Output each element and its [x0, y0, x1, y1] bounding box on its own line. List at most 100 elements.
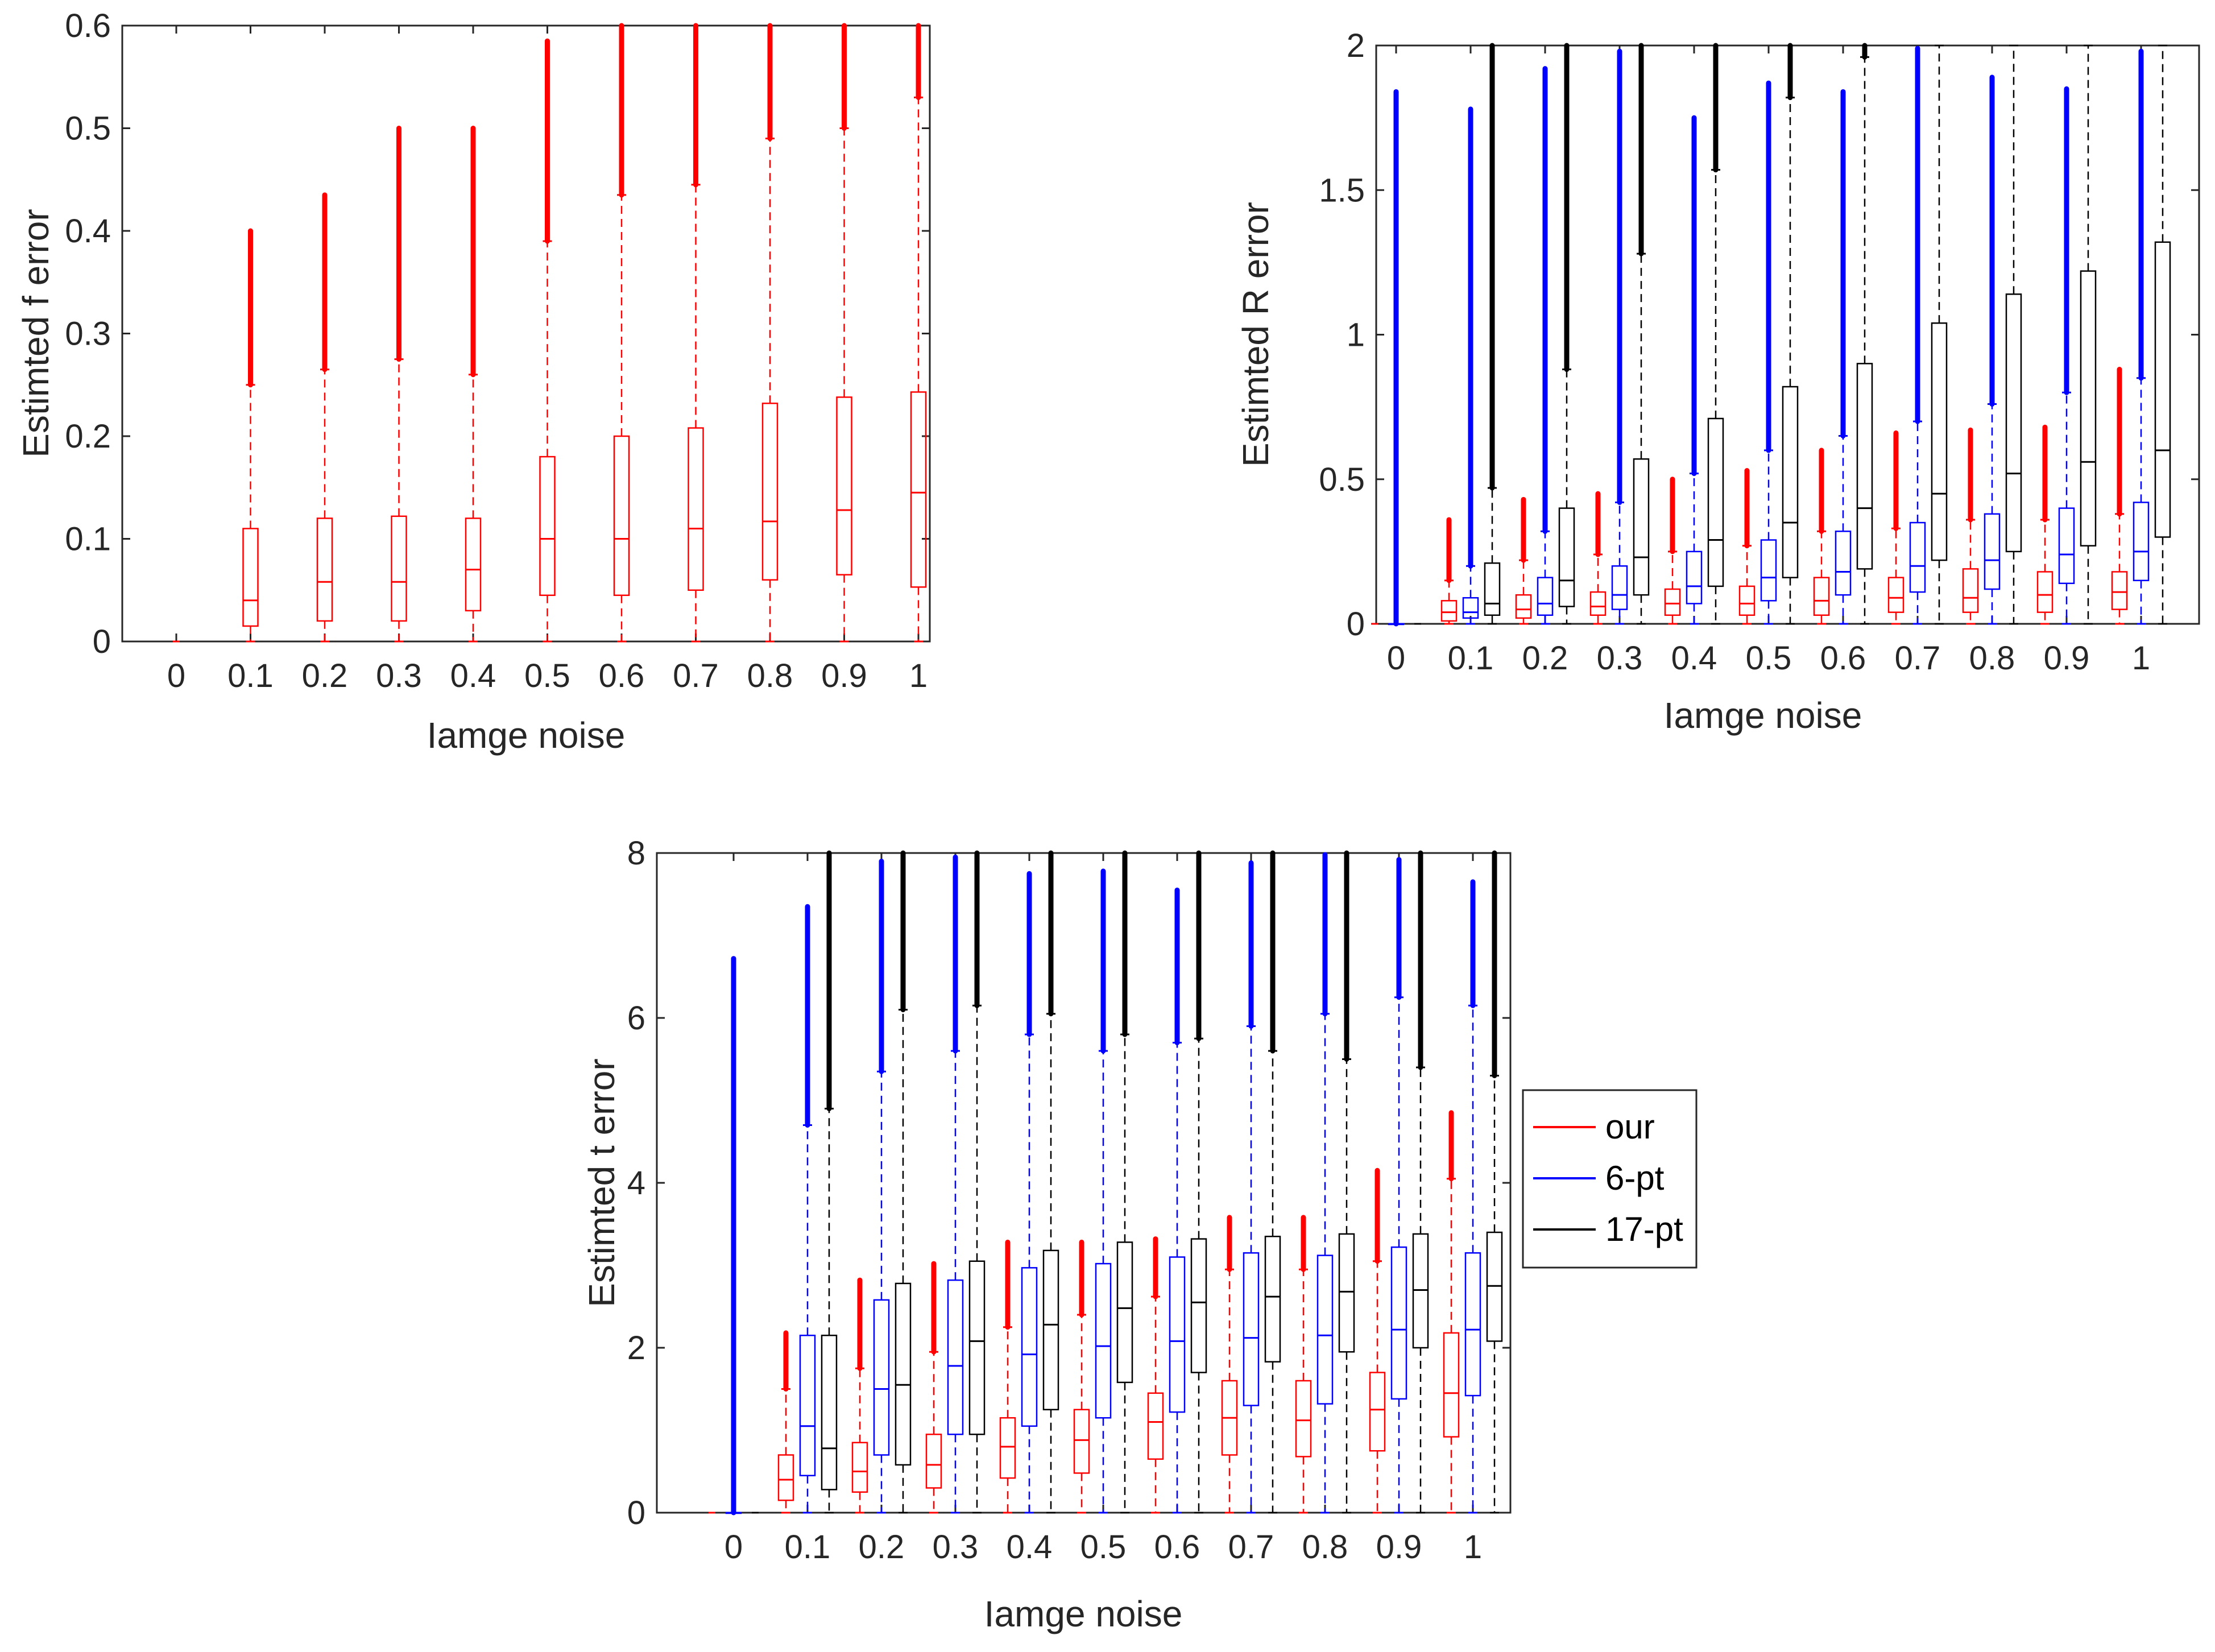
- box-17-pt-1: [1486, 850, 1503, 1514]
- box-6-pt-0.6: [1169, 887, 1186, 1514]
- box-6-pt-1: [1464, 879, 1481, 1514]
- x-tick-label: 0.9: [2044, 640, 2090, 677]
- iqr-box: [1515, 594, 1532, 619]
- box-6-pt-0.3: [1611, 48, 1628, 625]
- x-tick-label: 0.3: [1597, 640, 1643, 677]
- iqr-box: [465, 517, 482, 612]
- iqr-box: [1264, 1236, 1281, 1363]
- iqr-box: [1962, 568, 1979, 613]
- x-tick-label: 1: [2132, 640, 2150, 677]
- box-our-0.6: [1813, 448, 1830, 625]
- iqr-box: [2036, 571, 2053, 613]
- x-tick-label: 0.1: [227, 657, 274, 694]
- legend: our 6-pt 17-pt: [1522, 1089, 1698, 1269]
- iqr-box: [316, 517, 333, 622]
- box-17-pt-0.4: [1707, 43, 1724, 625]
- iqr-box: [1813, 577, 1830, 616]
- box-our-0.6: [613, 23, 630, 643]
- box-our-0.9: [836, 23, 852, 643]
- x-tick-label: 1: [909, 657, 928, 694]
- x-tick-label: 0.8: [747, 657, 793, 694]
- box-6-pt-0.3: [947, 854, 964, 1514]
- box-6-pt-0.7: [1909, 45, 1926, 625]
- iqr-box: [1537, 577, 1554, 616]
- box-17-pt-0.9: [1412, 850, 1429, 1514]
- y-tick-label: 0.1: [65, 521, 111, 558]
- iqr-box: [1782, 386, 1799, 578]
- iqr-box: [821, 1335, 838, 1490]
- iqr-box: [761, 402, 779, 581]
- iqr-box: [1369, 1372, 1386, 1452]
- iqr-box: [1042, 1249, 1059, 1410]
- y-tick-label: 4: [627, 1165, 645, 1202]
- box-17-pt-0.1: [1484, 43, 1501, 625]
- box-6-pt-0.5: [1760, 80, 1777, 625]
- iqr-box: [910, 391, 927, 588]
- box-6-pt-0.5: [1095, 868, 1112, 1514]
- legend-item-17-pt: 17-pt: [1533, 1210, 1683, 1248]
- box-6-pt-0.1: [1462, 106, 1479, 625]
- iqr-box: [799, 1335, 816, 1476]
- iqr-box: [1835, 531, 1852, 596]
- box-our-0.3: [1589, 491, 1607, 625]
- box-our-0.2: [316, 192, 333, 643]
- x-tick-label: 0.3: [376, 657, 422, 694]
- iqr-box: [1760, 539, 1777, 602]
- box-6-pt-0: [725, 956, 742, 1516]
- iqr-box: [1462, 597, 1479, 619]
- box-our-0.8: [761, 23, 779, 643]
- x-tick-label: 0.5: [1746, 640, 1792, 677]
- iqr-box: [1738, 585, 1756, 616]
- plot-area: [121, 24, 931, 643]
- iqr-box: [777, 1454, 794, 1501]
- iqr-box: [1316, 1254, 1334, 1405]
- box-17-pt-0.8: [2005, 44, 2022, 625]
- x-tick-label: 0.7: [1228, 1529, 1274, 1566]
- box-our-1: [910, 23, 927, 643]
- box-6-pt-0.6: [1835, 89, 1852, 625]
- iqr-box: [613, 435, 630, 597]
- y-tick-label: 0.4: [65, 213, 111, 250]
- x-tick-label: 0.6: [1154, 1529, 1200, 1566]
- x-axis-label: Iamge noise: [427, 715, 626, 756]
- box-our-0.8: [1962, 427, 1979, 625]
- box-our-0.7: [688, 23, 704, 643]
- box-17-pt-0.6: [1190, 850, 1207, 1514]
- iqr-box: [1589, 591, 1607, 616]
- iqr-box: [2133, 502, 2150, 581]
- box-6-pt-0.9: [1390, 857, 1407, 1514]
- x-tick-label: 0.5: [524, 657, 570, 694]
- iqr-box: [1190, 1238, 1207, 1373]
- box-17-pt-0.2: [1558, 43, 1575, 625]
- y-tick-label: 2: [627, 1330, 645, 1367]
- box-our-0.7: [1887, 430, 1905, 625]
- iqr-box: [1686, 550, 1703, 605]
- box-our-0.1: [1440, 517, 1458, 625]
- box-17-pt-0.7: [1931, 44, 1948, 625]
- t-error-chart: 0 2 4 6 8 0 0.1 0.2 0.3 0.4 0.5 0.6 0.7 0.8 0.9 1 Iamge …: [581, 835, 1512, 1634]
- box-17-pt-0.3: [1633, 43, 1650, 625]
- box-6-pt-0.1: [799, 904, 816, 1514]
- plot-area: [656, 852, 1512, 1514]
- box-6-pt-0.4: [1021, 871, 1038, 1514]
- iqr-box: [1338, 1233, 1355, 1353]
- x-axis-label: Iamge noise: [984, 1593, 1183, 1634]
- y-tick-label: 2: [1347, 27, 1365, 64]
- y-axis-label: Estimted f error: [15, 209, 56, 457]
- iqr-box: [1021, 1267, 1038, 1427]
- x-tick-label: 0: [167, 657, 185, 694]
- y-tick-label: 0.3: [65, 316, 111, 353]
- iqr-box: [1887, 577, 1905, 613]
- box-17-pt-0.1: [821, 850, 838, 1514]
- legend-item-6-pt: 6-pt: [1533, 1159, 1665, 1197]
- y-tick-label: 1.5: [1319, 172, 1365, 209]
- box-our-0.1: [777, 1330, 794, 1514]
- iqr-box: [1707, 417, 1724, 587]
- iqr-box: [999, 1417, 1016, 1479]
- box-6-pt-0.8: [1984, 74, 2001, 625]
- x-tick-label: 0.5: [1080, 1529, 1127, 1566]
- legend-label: 6-pt: [1605, 1159, 1665, 1197]
- y-tick-label: 6: [627, 1000, 645, 1037]
- y-tick-label: 8: [627, 835, 645, 872]
